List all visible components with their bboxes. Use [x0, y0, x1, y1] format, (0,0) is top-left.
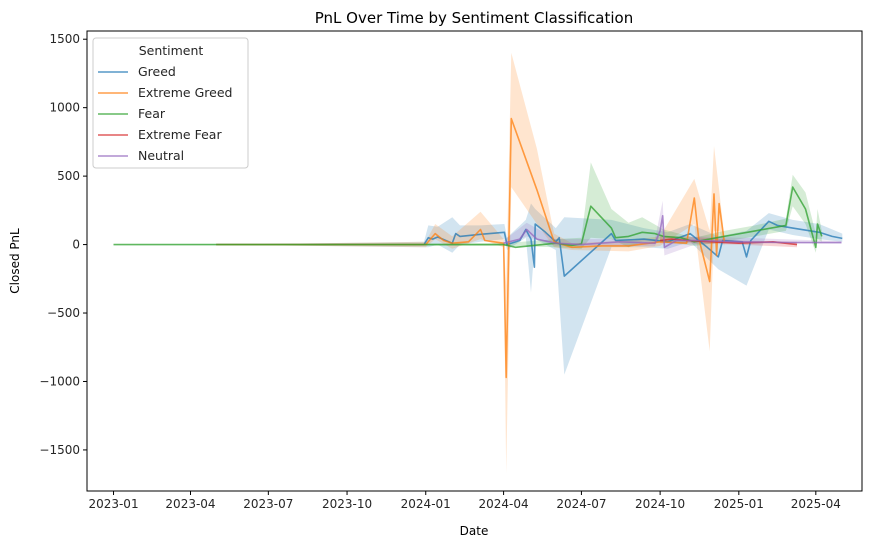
y-tick-label: 1000 — [49, 101, 80, 115]
y-tick-label: 0 — [72, 238, 80, 252]
x-axis-label: Date — [460, 524, 489, 538]
legend-label-fear: Fear — [138, 106, 166, 121]
line-greed — [216, 220, 843, 277]
series-lines — [113, 117, 843, 379]
legend: Sentiment Greed Extreme Greed Fear Extreme … — [92, 37, 249, 169]
line-fear — [113, 186, 823, 249]
legend-label-extreme-fear: Extreme Fear — [138, 127, 222, 142]
x-tick-label: 2025-01 — [714, 497, 764, 511]
legend-label-neutral: Neutral — [138, 148, 184, 163]
y-tick-label: −1500 — [39, 443, 80, 457]
x-tick-label: 2024-01 — [401, 497, 451, 511]
y-axis-label: Closed PnL — [8, 228, 22, 294]
legend-label-extreme-greed: Extreme Greed — [138, 85, 232, 100]
y-tick-label: 500 — [57, 169, 80, 183]
line-extreme-greed — [216, 117, 726, 379]
y-tick-label: 1500 — [49, 32, 80, 46]
x-tick-label: 2024-10 — [635, 497, 685, 511]
x-tick-label: 2023-10 — [322, 497, 372, 511]
band-fear — [113, 162, 822, 253]
y-tick-label: −1000 — [39, 374, 80, 388]
plot-area-frame — [86, 30, 863, 492]
x-tick-label: 2024-04 — [479, 497, 529, 511]
band-greed — [216, 203, 843, 375]
y-axis-ticks: 1500 1000 500 0 −500 −1000 −1500 — [39, 32, 87, 457]
chart-title: PnL Over Time by Sentiment Classificatio… — [315, 9, 633, 27]
x-tick-label: 2025-04 — [791, 497, 841, 511]
line-neutral — [503, 215, 842, 249]
x-tick-label: 2023-07 — [243, 497, 293, 511]
legend-box — [92, 37, 249, 169]
x-tick-label: 2024-07 — [556, 497, 606, 511]
y-tick-label: −500 — [47, 306, 80, 320]
legend-label-greed: Greed — [138, 64, 176, 79]
x-axis-ticks: 2023-01 2023-04 2023-07 2023-10 2024-01 2024-… — [88, 491, 841, 511]
x-tick-label: 2023-01 — [88, 497, 138, 511]
legend-title: Sentiment — [139, 43, 204, 58]
legend-items: Greed Extreme Greed Fear Extreme Fear Neutra… — [98, 64, 232, 163]
x-tick-label: 2023-04 — [165, 497, 215, 511]
